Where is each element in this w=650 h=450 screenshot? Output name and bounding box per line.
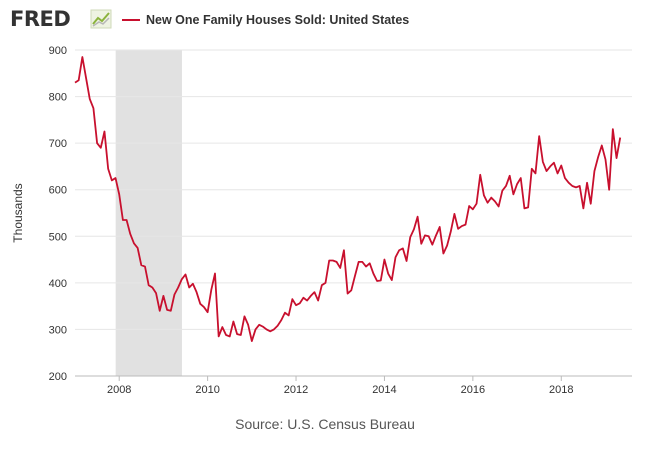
y-tick-label: 400	[49, 278, 67, 290]
x-tick-label: 2008	[107, 384, 131, 396]
y-tick-label: 300	[49, 324, 67, 336]
legend-series-label: New One Family Houses Sold: United State…	[146, 13, 410, 27]
x-tick-label: 2016	[461, 384, 485, 396]
source-note: Source: U.S. Census Bureau	[235, 416, 415, 432]
series-line[interactable]	[74, 56, 622, 342]
y-tick-label: 700	[49, 138, 67, 150]
fred-chart-icon	[90, 9, 112, 29]
y-tick-label: 800	[49, 92, 67, 104]
x-tick-label: 2014	[372, 384, 396, 396]
y-tick-label: 600	[49, 185, 67, 197]
recession-band	[115, 50, 182, 376]
x-axis-ticks: 2008 2010 2012 2014 2016 2018	[107, 376, 574, 396]
y-tick-label: 500	[49, 231, 67, 243]
y-axis-label: Thousands	[11, 183, 25, 242]
x-tick-label: 2010	[195, 384, 219, 396]
legend-swatch	[122, 19, 140, 21]
y-axis-ticks: 200 300 400 500 600 700 800 900	[49, 45, 67, 383]
x-tick-label: 2012	[284, 384, 308, 396]
recession-band-layer	[115, 50, 182, 376]
y-tick-label: 900	[49, 45, 67, 57]
fred-logo[interactable]: FRED	[10, 7, 71, 31]
y-tick-label: 200	[49, 371, 67, 383]
x-tick-label: 2018	[549, 384, 573, 396]
chart-header: FRED New One Family Houses Sold: United …	[10, 8, 640, 30]
